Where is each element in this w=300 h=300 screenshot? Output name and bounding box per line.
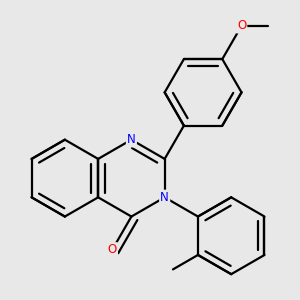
Text: O: O xyxy=(108,243,117,256)
Text: N: N xyxy=(160,191,169,204)
Text: N: N xyxy=(127,133,136,146)
Text: O: O xyxy=(237,19,246,32)
